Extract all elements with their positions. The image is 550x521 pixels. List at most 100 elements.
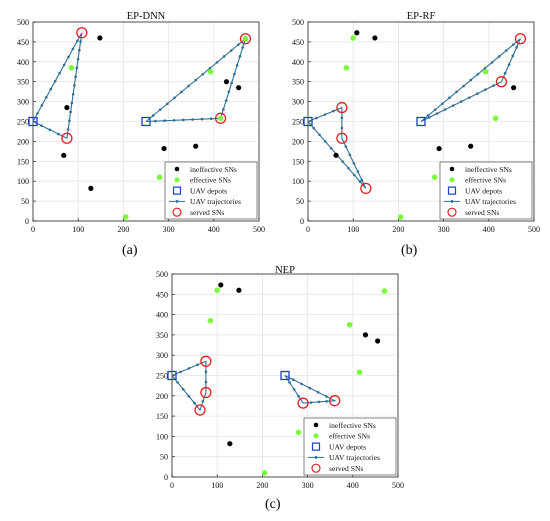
trajectory-waypoint	[484, 88, 487, 91]
x-tick-label: 100	[347, 225, 359, 234]
trajectory-waypoint	[222, 108, 225, 111]
ineffective-sn-point	[468, 143, 474, 149]
trajectory-waypoint	[426, 114, 430, 117]
trajectory-waypoint	[315, 116, 318, 120]
trajectory-waypoint	[504, 49, 508, 52]
trajectory-waypoint	[512, 43, 515, 46]
trajectory-waypoint	[476, 72, 480, 76]
trajectory-waypoint	[58, 71, 61, 75]
trajectory-waypoint	[340, 116, 344, 120]
legend-label-depots: UAV depots	[190, 186, 227, 195]
trajectory-waypoint	[57, 132, 60, 136]
y-tick-label: 150	[17, 157, 29, 166]
trajectory-waypoint	[75, 66, 79, 70]
trajectory-waypoint	[78, 49, 81, 52]
legend-label-effective: effective SNs	[465, 176, 506, 185]
ineffective-sn-point	[88, 185, 94, 191]
x-tick-label: 400	[208, 225, 220, 234]
trajectory-waypoint	[448, 96, 451, 100]
x-tick-label: 300	[438, 225, 450, 234]
ineffective-sn-point	[372, 35, 378, 41]
trajectory-waypoint	[181, 118, 185, 122]
ineffective-sn-point	[161, 145, 167, 152]
y-tick-label: 350	[292, 78, 304, 87]
trajectory-waypoint	[492, 84, 495, 87]
legend-label-trajectories: UAV trajectories	[329, 453, 380, 462]
effective-sn-point	[214, 287, 220, 294]
trajectory-waypoint	[441, 102, 444, 106]
trajectory-waypoint	[71, 47, 75, 51]
uav-trajectory	[307, 106, 367, 189]
uav-depot-marker	[141, 116, 151, 127]
effective-sn-point	[217, 115, 224, 122]
trajectory-waypoint	[229, 49, 233, 52]
effective-sn-point	[346, 321, 353, 328]
trajectory-waypoint	[312, 126, 316, 130]
trajectory-waypoint	[309, 401, 313, 404]
chart-panel-b: EP-RF 0 100 200 300 400 500 0 50 100 150 200 250 300 3…	[292, 11, 540, 234]
trajectory-waypoint	[230, 81, 233, 85]
y-tick-label: 200	[156, 392, 168, 401]
ineffective-sn-point	[218, 282, 224, 288]
trajectory-waypoint	[222, 55, 226, 58]
y-tick-label: 250	[292, 118, 304, 127]
trajectory-waypoint	[341, 160, 345, 163]
trajectory-waypoint	[469, 78, 473, 82]
x-tick-label: 200	[256, 481, 268, 490]
x-tick-label: 400	[347, 481, 359, 490]
effective-sn-point	[492, 115, 499, 122]
trajectory-waypoint	[316, 390, 320, 394]
trajectory-waypoint	[40, 104, 44, 107]
trajectory-waypoint	[187, 84, 190, 88]
effective-sn-point	[207, 317, 214, 324]
trajectory-waypoint	[235, 63, 239, 67]
trajectory-waypoint	[476, 92, 479, 95]
y-tick-label: 200	[292, 137, 304, 146]
trajectory-waypoint	[76, 57, 80, 61]
x-tick-label: 500	[528, 225, 540, 234]
effective-sn-point	[68, 64, 75, 71]
trajectory-waypoint	[209, 117, 213, 121]
x-tick-label: 200	[117, 225, 129, 234]
effective-sn-point	[356, 369, 363, 376]
trajectory-waypoint	[427, 116, 431, 119]
effective-sn-point	[431, 174, 438, 181]
ineffective-sn-point	[362, 332, 369, 338]
legend-swatch-trajectory-dot	[314, 456, 318, 459]
trajectory-waypoint	[73, 84, 76, 87]
trajectory-waypoint	[433, 108, 437, 111]
trajectory-waypoint	[329, 146, 333, 150]
effective-sn-point	[381, 288, 388, 294]
y-tick-label: 50	[160, 453, 168, 462]
trajectory-waypoint	[191, 118, 194, 121]
legend-label-served: served SNs	[329, 464, 363, 473]
served-sn-marker	[336, 132, 348, 144]
trajectory-waypoint	[317, 400, 321, 404]
trajectory-waypoint	[151, 114, 155, 117]
y-tick-label: 400	[292, 58, 304, 67]
trajectory-waypoint	[358, 180, 362, 183]
trajectory-waypoint	[69, 110, 72, 114]
trajectory-waypoint	[507, 63, 511, 66]
trajectory-waypoint	[74, 75, 77, 78]
y-tick-label: 250	[17, 118, 29, 127]
served-sn-marker	[61, 132, 73, 144]
trajectory-waypoint	[193, 401, 196, 405]
trajectory-waypoint	[48, 128, 52, 132]
trajectory-waypoint	[180, 90, 183, 94]
trajectory-waypoint	[318, 133, 321, 137]
y-tick-label: 0	[25, 217, 29, 226]
y-tick-label: 100	[156, 432, 168, 441]
trajectory-waypoint	[443, 108, 447, 111]
legend-swatch-ineffective	[313, 422, 319, 428]
trajectory-waypoint	[201, 72, 205, 76]
trajectory-waypoint	[163, 119, 166, 123]
trajectory-waypoint	[241, 46, 244, 49]
trajectory-waypoint	[347, 167, 350, 170]
y-tick-label: 50	[296, 197, 304, 206]
ineffective-sn-point	[236, 287, 242, 293]
trajectory-waypoint	[173, 96, 176, 100]
x-tick-label: 300	[163, 225, 175, 234]
trajectory-waypoint	[179, 370, 182, 374]
